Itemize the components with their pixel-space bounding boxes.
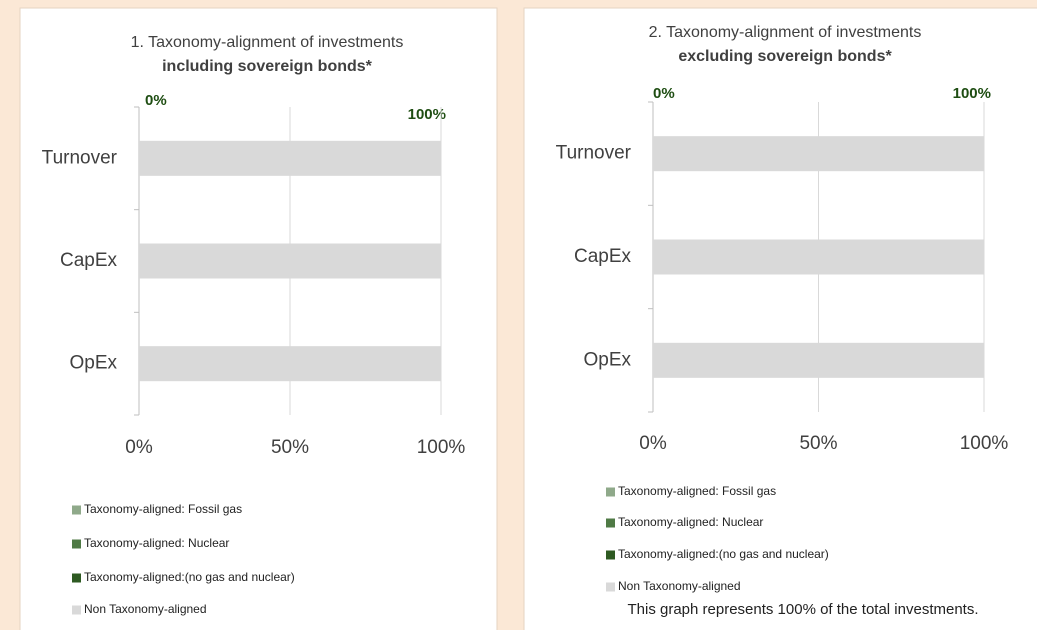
legend-swatch bbox=[606, 487, 615, 497]
bar-segment bbox=[653, 342, 984, 378]
legend-label: Taxonomy-aligned: Nuclear bbox=[618, 515, 763, 529]
bar-segment bbox=[139, 243, 441, 279]
footnote: This graph represents 100% of the total … bbox=[627, 601, 978, 618]
y-tick-label: OpEx bbox=[69, 353, 117, 374]
legend-swatch bbox=[72, 573, 81, 583]
legend-label: Non Taxonomy-aligned bbox=[84, 602, 207, 616]
legend-swatch bbox=[72, 505, 81, 515]
bar-segment bbox=[139, 140, 441, 176]
panel bbox=[19, 7, 498, 630]
annotation: 100% bbox=[408, 106, 446, 123]
legend-swatch bbox=[606, 518, 615, 528]
annotation: 100% bbox=[953, 85, 991, 102]
chart-title: 2. Taxonomy-alignment of investments bbox=[649, 24, 922, 41]
legend-swatch bbox=[606, 582, 615, 592]
x-tick-label: 100% bbox=[960, 433, 1009, 454]
y-tick-label: CapEx bbox=[60, 250, 118, 271]
legend-label: Taxonomy-aligned:(no gas and nuclear) bbox=[84, 570, 295, 584]
x-tick-label: 50% bbox=[799, 433, 837, 454]
legend-label: Non Taxonomy-aligned bbox=[618, 579, 741, 593]
annotation: 0% bbox=[653, 85, 675, 102]
annotation: 0% bbox=[145, 92, 167, 109]
legend-label: Taxonomy-aligned: Fossil gas bbox=[84, 502, 242, 516]
x-tick-label: 0% bbox=[639, 433, 667, 454]
x-tick-label: 100% bbox=[417, 437, 466, 458]
chart-subtitle: excluding sovereign bonds* bbox=[678, 48, 892, 65]
legend-label: Taxonomy-aligned:(no gas and nuclear) bbox=[618, 547, 829, 561]
bar-segment bbox=[653, 136, 984, 172]
x-tick-label: 50% bbox=[271, 437, 309, 458]
bar-segment bbox=[139, 346, 441, 382]
legend-label: Taxonomy-aligned: Fossil gas bbox=[618, 484, 776, 498]
y-tick-label: Turnover bbox=[42, 147, 118, 168]
bar-segment bbox=[653, 239, 984, 275]
chart-title: 1. Taxonomy-alignment of investments bbox=[131, 34, 404, 51]
y-tick-label: Turnover bbox=[556, 143, 632, 164]
legend-swatch bbox=[72, 539, 81, 549]
x-tick-label: 0% bbox=[125, 437, 153, 458]
legend-swatch bbox=[606, 550, 615, 560]
y-tick-label: OpEx bbox=[583, 349, 631, 370]
chart-subtitle: including sovereign bonds* bbox=[162, 58, 373, 75]
y-tick-label: CapEx bbox=[574, 246, 632, 267]
legend-label: Taxonomy-aligned: Nuclear bbox=[84, 536, 229, 550]
legend-swatch bbox=[72, 605, 81, 615]
